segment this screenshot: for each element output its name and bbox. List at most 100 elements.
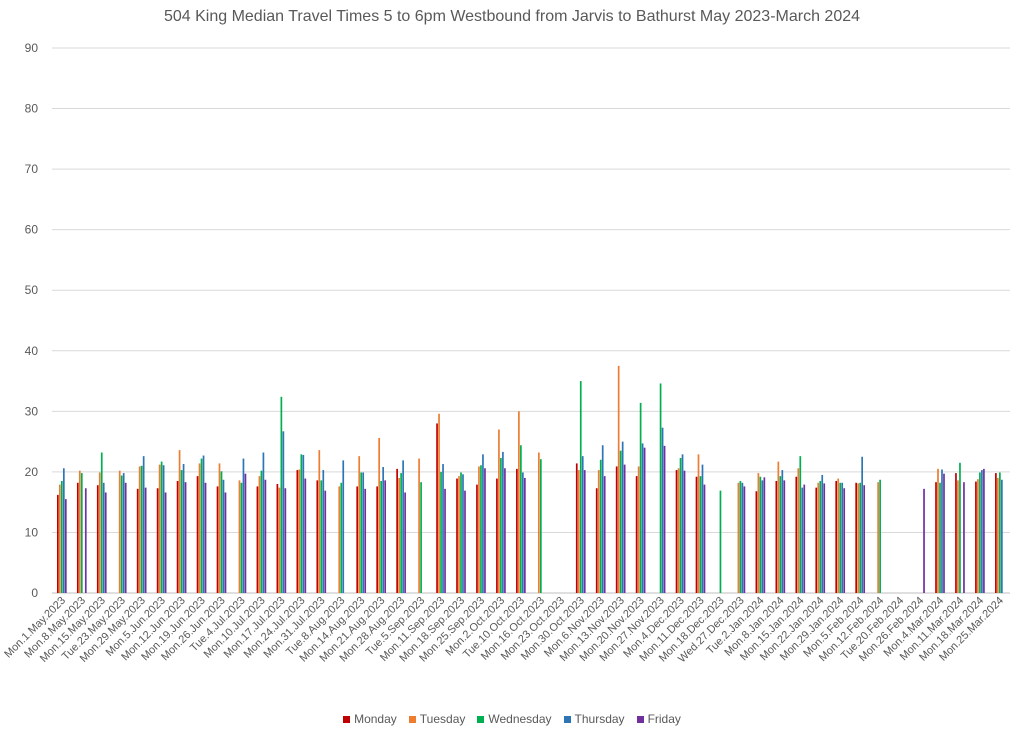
bar-monday bbox=[815, 487, 818, 593]
bar-monday bbox=[76, 482, 79, 593]
bar-monday bbox=[835, 480, 838, 593]
bar-tuesday bbox=[458, 476, 460, 593]
bar-wednesday bbox=[180, 470, 183, 593]
bar-friday bbox=[703, 484, 706, 593]
bar-wednesday bbox=[100, 452, 103, 593]
bar-wednesday bbox=[719, 490, 722, 593]
bar-tuesday bbox=[98, 472, 101, 593]
bar-tuesday bbox=[358, 456, 361, 593]
bar-monday bbox=[316, 480, 319, 593]
bar-wednesday bbox=[739, 480, 742, 593]
legend-label: Friday bbox=[647, 712, 681, 726]
bar-tuesday bbox=[577, 470, 580, 593]
bar-monday bbox=[575, 463, 578, 593]
bar-friday bbox=[983, 468, 985, 593]
bar-thursday bbox=[801, 487, 804, 593]
bar-friday bbox=[583, 470, 586, 593]
bar-monday bbox=[56, 494, 59, 593]
bar-thursday bbox=[202, 455, 205, 593]
bar-wednesday bbox=[579, 381, 582, 593]
bar-thursday bbox=[1001, 479, 1003, 593]
bar-thursday bbox=[581, 456, 584, 593]
bar-monday bbox=[995, 473, 997, 593]
bar-thursday bbox=[741, 482, 744, 593]
bar-monday bbox=[196, 476, 199, 593]
legend-swatch bbox=[477, 716, 485, 724]
bar-wednesday bbox=[320, 480, 323, 593]
bar-wednesday bbox=[380, 480, 383, 593]
legend-swatch bbox=[563, 716, 571, 724]
bar-thursday bbox=[142, 456, 145, 593]
bar-friday bbox=[603, 476, 606, 593]
bar-thursday bbox=[182, 464, 185, 593]
bar-monday bbox=[296, 470, 299, 593]
bar-thursday bbox=[442, 464, 444, 593]
bar-tuesday bbox=[518, 411, 520, 593]
bar-friday bbox=[783, 480, 786, 593]
bar-wednesday bbox=[160, 461, 163, 593]
bar-thursday bbox=[761, 480, 764, 593]
bar-wednesday bbox=[659, 383, 662, 593]
bar-friday bbox=[184, 482, 187, 593]
y-tick-label: 90 bbox=[25, 41, 39, 55]
bar-wednesday bbox=[240, 482, 243, 593]
bar-wednesday bbox=[300, 454, 303, 593]
bar-tuesday bbox=[737, 482, 740, 593]
bar-tuesday bbox=[218, 463, 221, 593]
bar-thursday bbox=[661, 427, 664, 593]
bar-monday bbox=[755, 491, 758, 593]
bar-thursday bbox=[402, 460, 404, 593]
bar-tuesday bbox=[777, 461, 780, 593]
y-tick-label: 80 bbox=[25, 102, 39, 116]
bar-monday bbox=[496, 478, 498, 593]
bar-monday bbox=[396, 468, 398, 593]
bar-wednesday bbox=[500, 457, 502, 593]
bar-thursday bbox=[821, 474, 824, 593]
y-tick-label: 70 bbox=[25, 162, 39, 176]
bar-monday bbox=[156, 488, 159, 593]
bar-tuesday bbox=[997, 477, 999, 593]
bar-wednesday bbox=[819, 480, 822, 593]
bar-thursday bbox=[162, 465, 165, 593]
bar-friday bbox=[224, 492, 227, 593]
bar-tuesday bbox=[138, 466, 141, 593]
bar-monday bbox=[675, 470, 678, 593]
bar-wednesday bbox=[679, 457, 682, 593]
legend-item-friday: Friday bbox=[636, 712, 681, 726]
legend-item-thursday: Thursday bbox=[563, 712, 625, 726]
bar-tuesday bbox=[198, 463, 201, 593]
bar-tuesday bbox=[677, 468, 680, 593]
bar-tuesday bbox=[957, 480, 959, 593]
bar-wednesday bbox=[80, 473, 83, 593]
bar-wednesday bbox=[999, 472, 1001, 593]
bar-friday bbox=[64, 499, 67, 593]
bar-tuesday bbox=[757, 473, 760, 593]
bar-wednesday bbox=[360, 472, 363, 593]
bar-thursday bbox=[981, 470, 983, 593]
bar-tuesday bbox=[537, 452, 540, 593]
y-tick-label: 30 bbox=[25, 404, 39, 418]
legend-swatch bbox=[408, 716, 416, 724]
bar-tuesday bbox=[278, 487, 281, 593]
bar-wednesday bbox=[60, 480, 63, 593]
bar-wednesday bbox=[460, 472, 462, 593]
bar-tuesday bbox=[837, 478, 840, 593]
bar-thursday bbox=[122, 473, 125, 593]
legend-item-monday: Monday bbox=[343, 712, 397, 726]
bar-friday bbox=[943, 473, 945, 593]
bar-wednesday bbox=[440, 471, 442, 593]
bar-thursday bbox=[681, 454, 684, 593]
bar-wednesday bbox=[539, 459, 542, 593]
bar-wednesday bbox=[939, 482, 941, 593]
bar-tuesday bbox=[238, 480, 241, 593]
chart-legend: Monday Tuesday Wednesday Thursday Friday bbox=[0, 712, 1024, 726]
bar-tuesday bbox=[637, 466, 640, 593]
bar-thursday bbox=[502, 451, 504, 593]
bar-thursday bbox=[262, 452, 265, 593]
bar-monday bbox=[516, 468, 518, 593]
bar-wednesday bbox=[639, 402, 642, 593]
bar-tuesday bbox=[438, 413, 440, 593]
bar-wednesday bbox=[879, 479, 881, 593]
